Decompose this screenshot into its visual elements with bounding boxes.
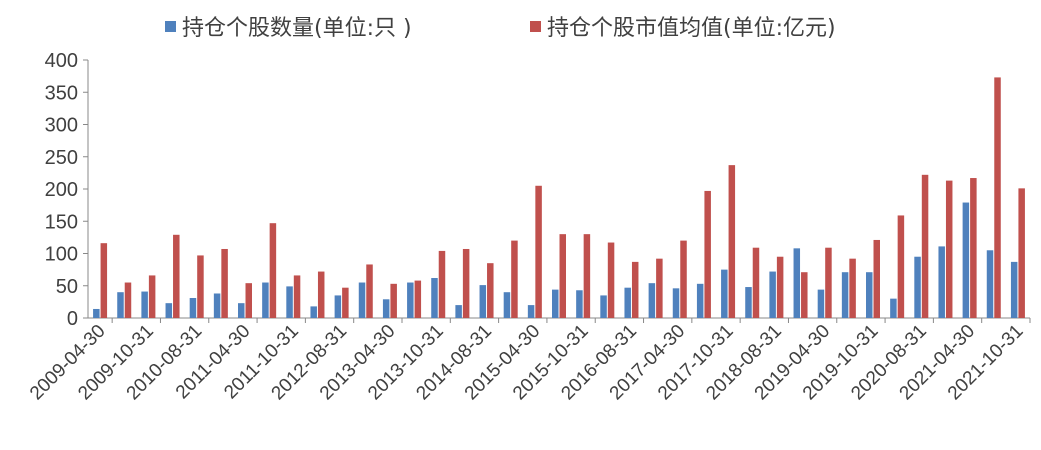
bar-value [825, 247, 832, 318]
bar-count [503, 292, 511, 318]
bar-value [197, 255, 204, 318]
bar-value [317, 271, 325, 318]
bar-count [358, 282, 366, 318]
bar-value [970, 178, 977, 318]
legend: 持仓个股数量(单位:只 ) 持仓个股市值均值(单位:亿元) [0, 10, 1041, 50]
legend-swatch-value [530, 20, 541, 32]
bar-value [921, 174, 929, 318]
y-tick-label: 350 [45, 82, 78, 104]
bar-value [728, 165, 736, 318]
bar-value [801, 272, 808, 318]
bar-value [366, 264, 373, 318]
bar-value [414, 280, 422, 318]
bar-count [817, 289, 825, 318]
bar-value [462, 248, 470, 318]
bar-value [269, 223, 277, 318]
bar-count [165, 303, 173, 318]
bar-value [1018, 188, 1025, 318]
y-tick-label: 50 [56, 276, 78, 298]
bar-count [914, 256, 921, 318]
bar-value [776, 256, 784, 318]
bar-count [986, 250, 994, 318]
bar-count [479, 285, 487, 318]
bar-count [431, 278, 438, 318]
bar-value [704, 190, 711, 318]
bar-value [173, 234, 180, 318]
bar-value [100, 243, 108, 318]
bar-count [527, 305, 535, 318]
bar-count [286, 286, 293, 318]
legend-swatch-count [165, 20, 176, 32]
bar-count [455, 305, 462, 318]
y-tick-label: 0 [67, 308, 78, 330]
bar-count [238, 303, 245, 318]
bar-value [945, 180, 953, 318]
bar-value [656, 258, 663, 318]
bar-count [310, 306, 317, 318]
bar-value [631, 261, 639, 318]
bar-count [213, 293, 221, 318]
y-tick-label: 150 [45, 211, 78, 233]
bar-value [559, 234, 566, 318]
bar-value [487, 263, 494, 318]
bar-count [672, 288, 680, 318]
bar-value [511, 240, 518, 318]
y-tick-label: 250 [45, 147, 78, 169]
bar-value [438, 250, 446, 318]
bar-count [866, 272, 873, 318]
bar-value [124, 282, 132, 318]
bar-value [897, 215, 905, 318]
bar-value [583, 234, 591, 318]
legend-item-count: 持仓个股数量(单位:只 ) [165, 10, 412, 42]
bar-value [849, 258, 856, 318]
bar-value [752, 247, 760, 318]
bar-count [189, 298, 197, 318]
bar-value [221, 248, 228, 318]
bar-value [873, 239, 880, 318]
bar-count [382, 299, 390, 318]
bar-value [607, 242, 615, 318]
bar-count [576, 290, 583, 318]
bar-count [117, 292, 124, 318]
bar-count [600, 295, 607, 318]
bar-count [648, 283, 656, 318]
bar-count [334, 295, 342, 318]
bar-value [994, 77, 1001, 318]
bar-count [93, 308, 100, 318]
legend-item-value: 持仓个股市值均值(单位:亿元) [530, 10, 836, 42]
bar-value [680, 240, 687, 318]
bar-count [624, 287, 631, 318]
legend-label-count: 持仓个股数量(单位:只 ) [182, 16, 412, 41]
y-tick-label: 300 [45, 115, 78, 137]
bar-count [696, 283, 704, 318]
legend-label-value: 持仓个股市值均值(单位:亿元) [547, 16, 836, 41]
bar-value [245, 283, 252, 318]
bar-count [721, 269, 728, 318]
bar-count [262, 282, 269, 318]
bar-count [407, 282, 414, 318]
bar-count [1010, 261, 1018, 318]
bar-value [342, 287, 349, 318]
bar-count [962, 202, 970, 318]
bar-value [293, 275, 301, 318]
bar-count [841, 272, 849, 318]
bar-count [938, 246, 945, 318]
bar-value [535, 185, 542, 318]
bar-value [148, 275, 156, 318]
bar-count [793, 248, 801, 318]
bar-value [390, 283, 397, 318]
bar-count [745, 287, 752, 318]
bar-count [552, 289, 559, 318]
bar-count [141, 291, 148, 318]
y-tick-label: 100 [45, 244, 78, 266]
bar-count [890, 298, 897, 318]
y-tick-label: 400 [45, 50, 78, 72]
bar-count [769, 271, 776, 318]
y-tick-label: 200 [45, 179, 78, 201]
